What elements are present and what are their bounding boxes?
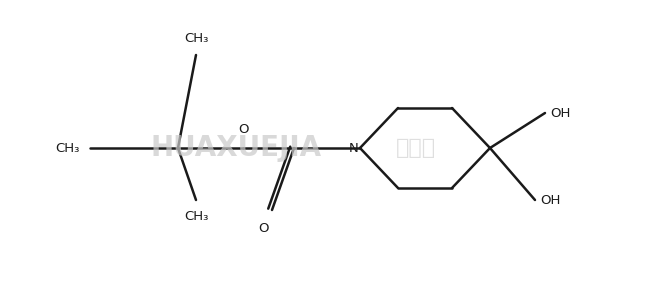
Text: OH: OH — [540, 194, 561, 207]
Text: OH: OH — [550, 107, 571, 120]
Text: O: O — [258, 222, 269, 235]
Text: CH₃: CH₃ — [184, 210, 208, 223]
Text: N: N — [348, 141, 358, 155]
Text: O: O — [238, 123, 248, 136]
Text: 化学加: 化学加 — [396, 138, 436, 158]
Text: HUAXUEJIA: HUAXUEJIA — [150, 134, 322, 162]
Text: CH₃: CH₃ — [56, 141, 80, 155]
Text: CH₃: CH₃ — [184, 32, 208, 45]
